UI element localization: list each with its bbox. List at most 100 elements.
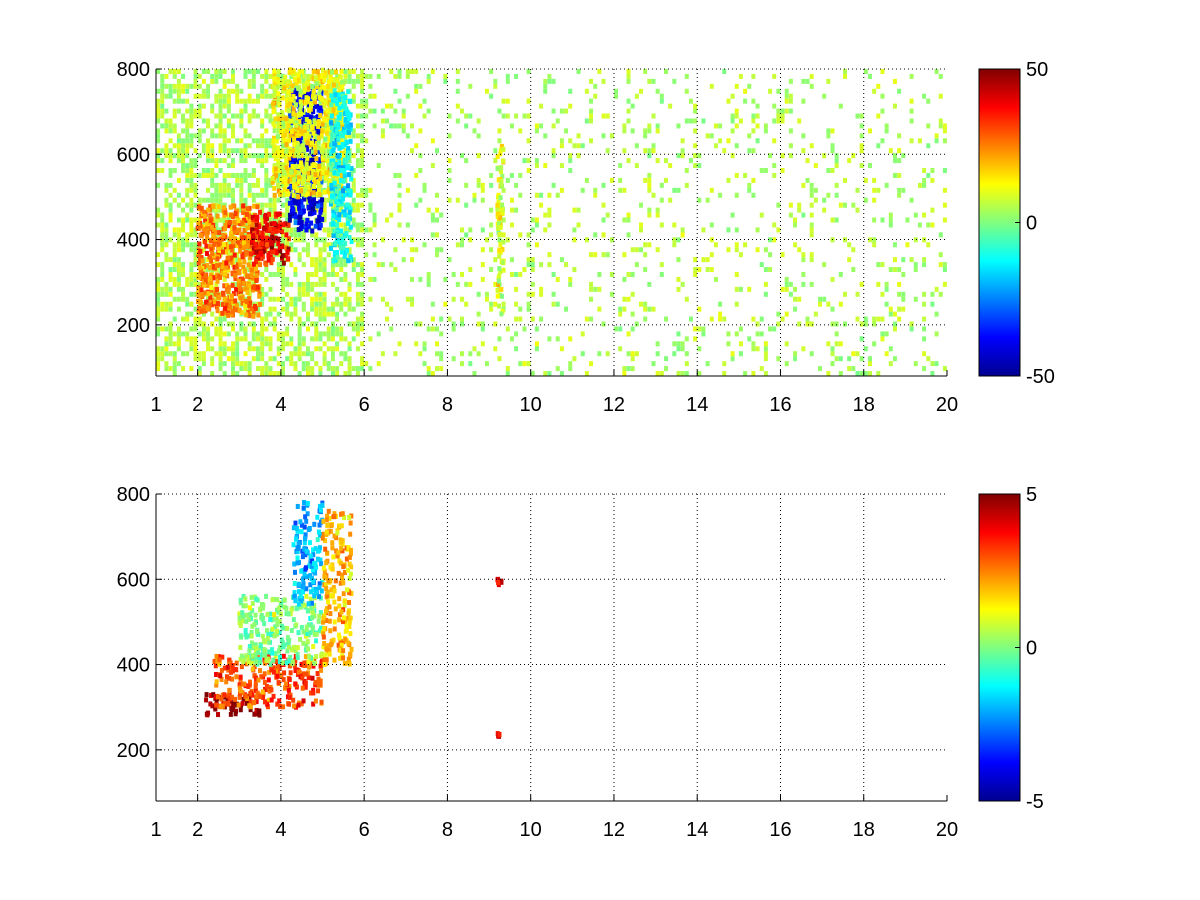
top-cell	[351, 366, 356, 372]
top-feature-1-cell	[256, 255, 261, 261]
top-feature-0-cell	[209, 247, 214, 253]
top-cell	[655, 158, 660, 164]
top-cell	[430, 301, 435, 307]
top-cell	[214, 187, 219, 193]
top-cell	[210, 128, 215, 134]
top-feature-3-cell	[317, 94, 322, 100]
top-cell	[305, 311, 310, 317]
top-cell	[355, 158, 360, 164]
top-feature-5-cell	[496, 221, 501, 227]
top-feature-0-cell	[220, 270, 225, 276]
top-cell	[164, 123, 169, 129]
top-y-tick-label: 600	[117, 144, 150, 166]
top-feature-3-cell	[298, 88, 303, 94]
top-cell	[330, 326, 335, 332]
bottom-feature-1-cell	[287, 683, 292, 689]
top-cell	[618, 326, 623, 332]
top-feature-0-cell	[211, 204, 216, 210]
top-cell	[226, 153, 231, 159]
top-cell	[559, 187, 564, 193]
top-cell	[164, 346, 169, 352]
top-cell	[368, 187, 373, 193]
top-cell	[747, 133, 752, 139]
top-feature-3-cell	[271, 121, 276, 127]
top-cell	[455, 197, 460, 203]
top-cell	[672, 187, 677, 193]
top-cell	[268, 207, 273, 213]
top-cell	[264, 143, 269, 149]
top-cell	[564, 262, 569, 268]
top-cell	[426, 73, 431, 79]
top-cell	[214, 197, 219, 203]
top-cell	[210, 356, 215, 362]
top-cell	[293, 267, 298, 273]
top-cell	[322, 103, 327, 109]
bottom-feature-1-cell	[287, 663, 292, 669]
bottom-feature-0-cell	[257, 712, 262, 718]
top-cell	[226, 346, 231, 352]
top-cell	[172, 341, 177, 347]
top-cell	[330, 321, 335, 327]
top-feature-5-cell	[496, 278, 501, 284]
top-feature-3-cell	[272, 185, 277, 191]
top-cell	[310, 281, 315, 287]
top-cell	[801, 78, 806, 84]
top-cell	[755, 346, 760, 352]
top-cell	[360, 366, 365, 372]
top-cell	[289, 336, 294, 342]
top-cell	[297, 356, 302, 362]
top-feature-3-cell	[325, 108, 330, 114]
top-cell	[439, 247, 444, 253]
top-cell	[176, 331, 181, 337]
top-feature-0-cell	[244, 217, 249, 223]
top-cell	[913, 361, 918, 367]
top-cell	[339, 326, 344, 332]
top-cell	[172, 68, 177, 74]
top-cell	[260, 123, 265, 129]
top-cell	[484, 291, 489, 297]
top-cell	[168, 182, 173, 188]
top-feature-0-cell	[208, 254, 213, 260]
top-cell	[468, 351, 473, 357]
top-cell	[310, 301, 315, 307]
top-cell	[172, 252, 177, 258]
top-feature-0-cell	[229, 212, 234, 218]
top-cell	[339, 301, 344, 307]
top-cell	[439, 331, 444, 337]
top-cell	[322, 271, 327, 277]
top-cell	[364, 103, 369, 109]
top-cell	[268, 306, 273, 312]
top-cell	[942, 202, 947, 208]
top-cell	[589, 108, 594, 114]
top-cell	[210, 143, 215, 149]
top-cell	[172, 98, 177, 104]
top-cell	[414, 143, 419, 149]
top-x-tick-label: 20	[936, 394, 958, 416]
top-cell	[768, 88, 773, 94]
top-feature-4-cell	[328, 245, 333, 251]
top-cell	[942, 267, 947, 273]
top-cell	[743, 371, 748, 377]
top-cell	[655, 247, 660, 253]
top-cell	[909, 321, 914, 327]
top-cell	[193, 172, 198, 178]
top-feature-3-cell	[332, 117, 337, 123]
top-cell	[301, 361, 306, 367]
top-cell	[355, 207, 360, 213]
top-cell	[447, 177, 452, 183]
top-feature-1-cell	[257, 224, 262, 230]
top-cell	[297, 68, 302, 74]
top-feature-3-cell	[322, 153, 327, 159]
top-cell	[201, 103, 206, 109]
top-cell	[680, 281, 685, 287]
top-cell	[156, 331, 161, 337]
top-cell	[389, 326, 394, 332]
top-cell	[843, 237, 848, 243]
top-feature-0-cell	[204, 250, 209, 256]
top-cell	[551, 291, 556, 297]
top-feature-3-cell	[326, 93, 331, 99]
top-cell	[368, 227, 373, 233]
top-cell	[772, 118, 777, 124]
top-cell	[439, 366, 444, 372]
top-feature-3-cell	[286, 167, 291, 173]
